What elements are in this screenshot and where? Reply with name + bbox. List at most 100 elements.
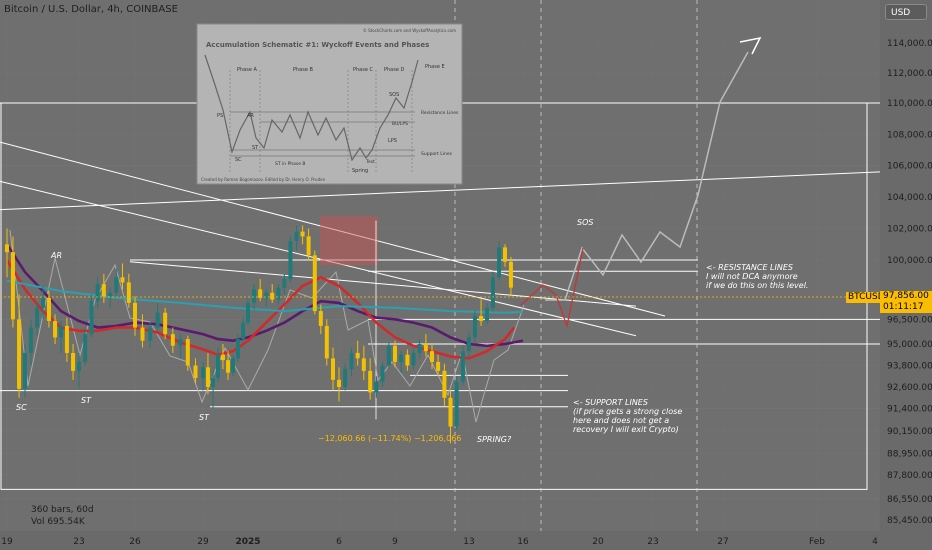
inset-label-bu-lps: BU/LPS — [392, 121, 408, 127]
price-tick-18: 85,450.00 — [887, 516, 932, 526]
time-tick-3: 29 — [197, 537, 209, 547]
candle-21 — [133, 296, 137, 336]
candle-body-0 — [5, 244, 9, 253]
candle-body-38 — [241, 322, 246, 340]
time-axis-labels: 19 23 26 29 2025 6 9 13 16 20 23 27 Feb 4 — [1, 537, 878, 547]
price-tick-14: 90,150.00 — [887, 427, 932, 437]
candle-body-12 — [77, 361, 81, 371]
candle-49 — [306, 228, 311, 260]
candle-70 — [436, 354, 441, 377]
candle-body-1 — [10, 252, 15, 320]
inset-label-support: Support Lines — [421, 151, 453, 157]
price-tick-10: 95,000.00 — [887, 340, 932, 350]
candle-body-10 — [64, 325, 69, 353]
candle-42 — [264, 289, 269, 307]
candle-body-64 — [399, 354, 404, 362]
trend-line-falling-1 — [0, 141, 666, 317]
candle-body-69 — [430, 351, 434, 362]
candle-body-36 — [231, 358, 235, 373]
time-tick-10: 23 — [647, 537, 658, 547]
candle-8 — [53, 314, 58, 344]
label-ar: AR — [50, 251, 62, 260]
candle-body-48 — [300, 231, 305, 237]
candle-79 — [490, 272, 495, 312]
time-scale[interactable] — [0, 531, 880, 550]
price-scale[interactable] — [880, 0, 932, 550]
time-tick-2: 26 — [129, 537, 141, 547]
candle-body-24 — [155, 312, 160, 328]
price-tick-16: 87,800.00 — [887, 471, 932, 481]
price-badge-price: 97,856.00 — [883, 291, 929, 301]
candle-58 — [361, 345, 366, 380]
candles — [5, 225, 513, 444]
candle-body-82 — [508, 261, 513, 288]
inset-title: Accumulation Schematic #1: Wyckoff Event… — [206, 41, 429, 49]
projected-path — [545, 51, 749, 301]
price-tick-15: 88,950.00 — [887, 449, 932, 459]
candle-body-28 — [185, 339, 190, 366]
candle-body-20 — [126, 282, 131, 303]
candle-body-73 — [454, 381, 459, 427]
candle-32 — [211, 370, 216, 409]
candle-24 — [155, 302, 160, 331]
price-tick-0: 114,000.00 — [887, 39, 932, 49]
candle-57 — [355, 340, 360, 366]
candle-56 — [349, 347, 354, 377]
candle-60 — [374, 376, 379, 398]
candle-body-37 — [235, 339, 240, 359]
trend-line-falling-2 — [0, 180, 637, 337]
candle-body-53 — [330, 358, 335, 380]
inset-phase-e: Phase E — [425, 64, 445, 70]
candle-2 — [17, 294, 22, 398]
price-axis-labels: 114,000.00 112,000.00 110,000.00 108,000.00… — [0, 39, 932, 526]
candle-48 — [300, 225, 305, 245]
candle-22 — [140, 314, 145, 348]
candle-62 — [386, 342, 391, 370]
time-tick-11: 27 — [717, 537, 728, 547]
candle-body-17 — [108, 292, 113, 297]
candle-76 — [472, 311, 477, 343]
candle-body-16 — [101, 284, 106, 297]
candle-body-4 — [28, 327, 33, 353]
inset-label-resistance: Resistance Lines — [421, 110, 459, 116]
candle-body-6 — [41, 297, 45, 308]
candle-77 — [479, 299, 484, 326]
support-note-4: recovery I will exit Crypto) — [573, 425, 679, 434]
candle-26 — [170, 327, 175, 353]
chart-title: Bitcoin / U.S. Dollar, 4h, COINBASE — [4, 4, 178, 15]
resistance-note-3: if we do this on this level. — [706, 281, 808, 290]
candle-81 — [503, 244, 507, 267]
candle-36 — [231, 354, 235, 377]
candle-52 — [324, 319, 329, 366]
candle-body-42 — [264, 292, 269, 298]
label-st-2: ST — [199, 413, 210, 422]
ghost-path — [9, 229, 525, 423]
time-tick-7: 13 — [463, 537, 474, 547]
candle-body-33 — [216, 354, 220, 379]
candle-61 — [380, 361, 385, 387]
candle-25 — [163, 307, 168, 340]
label-st-1: ST — [81, 396, 92, 405]
candle-body-41 — [258, 289, 263, 298]
candle-0 — [5, 228, 9, 278]
candle-37 — [235, 334, 240, 362]
inset-label-sos: SOS — [389, 92, 399, 98]
candle-20 — [126, 273, 131, 308]
candle-6 — [41, 285, 45, 320]
support-note-2: (if price gets a strong close — [573, 407, 682, 416]
candle-body-80 — [497, 247, 502, 278]
label-sc: SC — [16, 403, 27, 412]
inset-phase-c: Phase C — [353, 67, 374, 73]
price-tick-9: 96,500.00 — [887, 315, 932, 325]
candle-body-56 — [349, 352, 354, 370]
inset-phase-a: Phase A — [237, 67, 258, 73]
price-badge-value: 97,856.00 01:11:17 — [880, 291, 932, 313]
candle-11 — [71, 344, 76, 380]
time-tick-5: 6 — [336, 537, 342, 547]
currency-button[interactable]: USD — [885, 4, 927, 20]
inset-phase-d: Phase D — [384, 67, 405, 73]
candle-46 — [288, 236, 293, 283]
time-tick-1: 23 — [73, 537, 84, 547]
candle-body-40 — [252, 289, 257, 303]
